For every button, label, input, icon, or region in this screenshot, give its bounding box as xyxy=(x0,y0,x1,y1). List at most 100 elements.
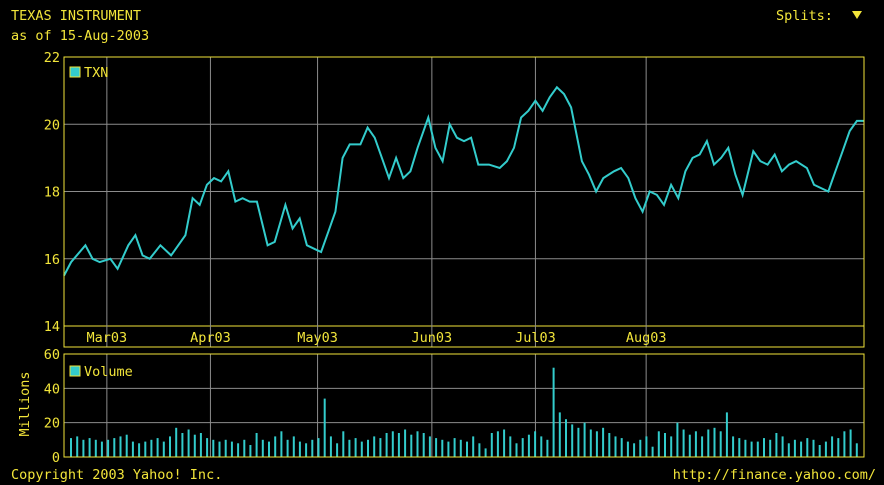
volume-y-tick-label: 60 xyxy=(44,347,60,363)
volume-bar xyxy=(329,436,332,457)
volume-bar xyxy=(595,431,598,458)
source-link[interactable]: http://finance.yahoo.com/ xyxy=(673,467,876,483)
volume-bar xyxy=(509,436,512,457)
volume-bar xyxy=(441,439,444,457)
volume-bar xyxy=(218,441,221,457)
volume-bar xyxy=(645,436,648,457)
volume-bar xyxy=(701,436,704,457)
volume-bar xyxy=(224,439,227,457)
volume-bar xyxy=(268,441,270,457)
volume-bar xyxy=(750,441,753,457)
price-x-axis: Mar03 Apr03 May03 Jun03 Jul03 Aug03 xyxy=(87,330,667,346)
volume-bar xyxy=(732,436,735,457)
volume-bar xyxy=(206,438,209,457)
price-y-tick-label: 22 xyxy=(44,50,60,66)
volume-bar xyxy=(620,438,623,457)
volume-bar xyxy=(199,433,202,457)
volume-bar xyxy=(422,433,425,457)
price-series-line xyxy=(63,85,864,277)
volume-bars xyxy=(70,367,858,458)
volume-panel-frame xyxy=(63,353,865,458)
volume-bar xyxy=(119,436,122,457)
volume-bar xyxy=(540,436,543,457)
volume-bar xyxy=(775,433,778,457)
volume-bar xyxy=(664,433,666,457)
splits-dropdown-icon[interactable] xyxy=(852,11,862,19)
volume-bar xyxy=(527,434,530,457)
volume-bar xyxy=(237,443,240,457)
price-y-tick-label: 16 xyxy=(44,252,60,268)
volume-bar xyxy=(150,439,153,457)
volume-bar xyxy=(82,439,85,457)
volume-bar xyxy=(849,429,852,457)
price-y-tick-label: 20 xyxy=(44,117,60,133)
volume-bar xyxy=(565,419,567,457)
volume-bar xyxy=(162,441,165,457)
volume-bar xyxy=(608,433,611,457)
volume-bar xyxy=(490,433,493,457)
price-y-tick-label: 14 xyxy=(44,319,60,335)
volume-bar xyxy=(725,412,728,457)
volume-bar xyxy=(558,412,561,457)
volume-bar xyxy=(651,446,654,457)
volume-bar xyxy=(311,439,314,457)
volume-bar xyxy=(472,436,475,457)
volume-axis-label: Millions xyxy=(17,371,33,436)
volume-bar xyxy=(416,431,419,458)
volume-bar xyxy=(70,438,72,457)
volume-bar xyxy=(831,436,834,457)
volume-bar xyxy=(713,427,716,457)
volume-bar xyxy=(534,431,537,458)
month-tick-label: Mar03 xyxy=(87,330,128,346)
price-y-axis: 14 16 18 20 22 xyxy=(44,50,60,335)
volume-bar xyxy=(125,434,128,457)
volume-bar xyxy=(88,438,91,457)
price-y-tick-label: 18 xyxy=(44,185,60,201)
volume-bar xyxy=(756,441,759,457)
volume-bar xyxy=(169,436,171,457)
volume-bar xyxy=(435,438,438,457)
volume-bar xyxy=(503,429,506,457)
volume-legend-label: Volume xyxy=(84,364,133,380)
volume-bar xyxy=(639,439,642,457)
txn-legend-swatch xyxy=(69,66,81,78)
volume-bar xyxy=(466,441,468,457)
volume-bar xyxy=(688,434,691,457)
volume-bar xyxy=(131,441,134,457)
volume-bar xyxy=(298,441,301,457)
volume-bar xyxy=(404,429,407,457)
volume-bar xyxy=(274,436,277,457)
volume-bar xyxy=(249,445,252,457)
volume-bar xyxy=(144,441,147,457)
volume-bar xyxy=(76,436,79,457)
volume-bar xyxy=(391,431,394,458)
volume-bar xyxy=(843,431,846,458)
volume-bar xyxy=(589,429,592,457)
volume-bar xyxy=(138,443,141,457)
volume-bar xyxy=(230,441,233,457)
volume-bar xyxy=(410,434,413,457)
month-tick-label: Aug03 xyxy=(626,330,667,346)
volume-bar xyxy=(682,429,685,457)
volume-bar xyxy=(855,443,858,457)
splits-label[interactable]: Splits: xyxy=(776,8,833,24)
volume-bar xyxy=(459,439,462,457)
volume-bar xyxy=(113,438,116,457)
volume-bar xyxy=(546,439,549,457)
volume-bar xyxy=(478,443,481,457)
copyright-text: Copyright 2003 Yahoo! Inc. xyxy=(11,467,222,483)
txn-legend-label: TXN xyxy=(84,65,108,81)
volume-bar xyxy=(812,439,815,457)
price-grid xyxy=(64,57,864,347)
volume-bar xyxy=(571,424,574,457)
volume-bar xyxy=(837,438,840,457)
month-tick-label: Jul03 xyxy=(515,330,556,346)
volume-bar xyxy=(806,438,809,457)
volume-bar xyxy=(670,436,673,457)
volume-bar xyxy=(496,431,499,458)
month-tick-label: May03 xyxy=(297,330,338,346)
volume-bar xyxy=(187,429,190,457)
volume-bar xyxy=(769,439,772,457)
